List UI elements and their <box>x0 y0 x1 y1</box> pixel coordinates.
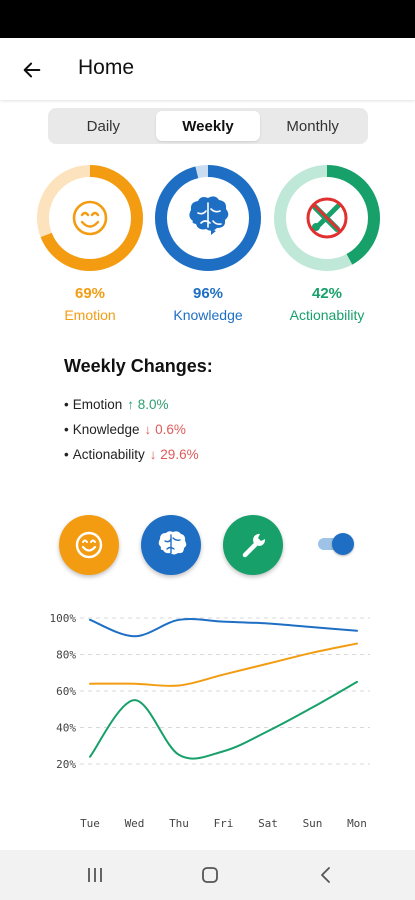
wrench-icon <box>242 533 266 558</box>
y-tick-label: 60% <box>56 685 76 698</box>
emotion-label: Emotion <box>64 307 116 323</box>
y-tick-label: 100% <box>50 612 77 625</box>
page-title: Home <box>78 56 135 79</box>
x-tick-label: Sat <box>258 817 278 830</box>
emotion-percent: 69% <box>74 285 106 302</box>
knowledge-percent: 96% <box>192 285 224 302</box>
brain-icon <box>158 531 187 555</box>
tab-weekly[interactable]: Weekly <box>155 111 261 141</box>
series-line-1 <box>89 642 358 687</box>
emotion-ring[interactable] <box>35 163 145 273</box>
actionability-ring[interactable] <box>272 163 382 273</box>
status-bar <box>0 0 415 38</box>
y-tick-label: 80% <box>56 649 76 662</box>
brain-icon <box>189 196 229 235</box>
toggle-knob <box>332 533 354 555</box>
emotion-filter-button[interactable] <box>59 515 119 575</box>
smiley-icon <box>75 531 103 559</box>
y-tick-label: 20% <box>56 758 76 771</box>
app-bar: Home <box>0 38 415 100</box>
change-value: ↑ 8.0% <box>127 397 169 412</box>
x-tick-label: Wed <box>125 817 145 830</box>
y-tick-label: 40% <box>56 722 76 735</box>
series-line-0 <box>89 617 358 638</box>
actionability-percent: 42% <box>311 285 343 302</box>
weekly-changes-title: Weekly Changes: <box>64 356 213 376</box>
tab-monthly[interactable]: Monthly <box>286 117 339 135</box>
x-tick-label: Tue <box>80 817 100 830</box>
back-nav-button[interactable] <box>314 863 338 887</box>
period-selector: Daily Weekly Monthly <box>48 108 368 144</box>
knowledge-filter-button[interactable] <box>141 515 201 575</box>
back-button[interactable] <box>18 56 46 84</box>
smiley-icon <box>72 200 108 236</box>
knowledge-ring[interactable] <box>153 163 263 273</box>
change-item-emotion: • Emotion ↑ 8.0% <box>64 397 169 412</box>
home-icon <box>202 867 218 883</box>
weekly-changes-list: • Emotion ↑ 8.0% • Knowledge ↓ 0.6% • Ac… <box>64 392 199 467</box>
series-line-2 <box>89 680 358 760</box>
change-item-knowledge: • Knowledge ↓ 0.6% <box>64 422 186 437</box>
chevron-left-icon <box>321 867 330 883</box>
tab-daily[interactable]: Daily <box>86 117 120 135</box>
no-tools-icon <box>306 197 348 239</box>
x-tick-label: Mon <box>347 817 367 830</box>
home-button[interactable] <box>198 863 222 887</box>
actionability-label: Actionability <box>289 307 365 323</box>
x-tick-label: Thu <box>169 817 189 830</box>
chart-toggle[interactable] <box>318 533 354 555</box>
arrow-left-icon <box>23 62 41 78</box>
knowledge-label: Knowledge <box>173 307 243 323</box>
x-tick-label: Fri <box>214 817 234 830</box>
trend-line-chart: 100% 80% 60% 40% 20% Tue Wed Thu Fri Sat Sun Mon <box>50 612 370 830</box>
recent-apps-icon <box>88 868 102 882</box>
change-value: ↓ 29.6% <box>149 447 199 462</box>
recent-apps-button[interactable] <box>83 863 107 887</box>
change-label: Emotion <box>72 397 123 412</box>
change-label: Knowledge <box>72 422 140 437</box>
change-item-actionability: • Actionability ↓ 29.6% <box>64 447 199 462</box>
x-tick-label: Sun <box>303 817 323 830</box>
change-label: Actionability <box>72 447 145 462</box>
change-value: ↓ 0.6% <box>144 422 186 437</box>
actionability-filter-button[interactable] <box>223 515 283 575</box>
system-nav-bar <box>0 850 415 900</box>
